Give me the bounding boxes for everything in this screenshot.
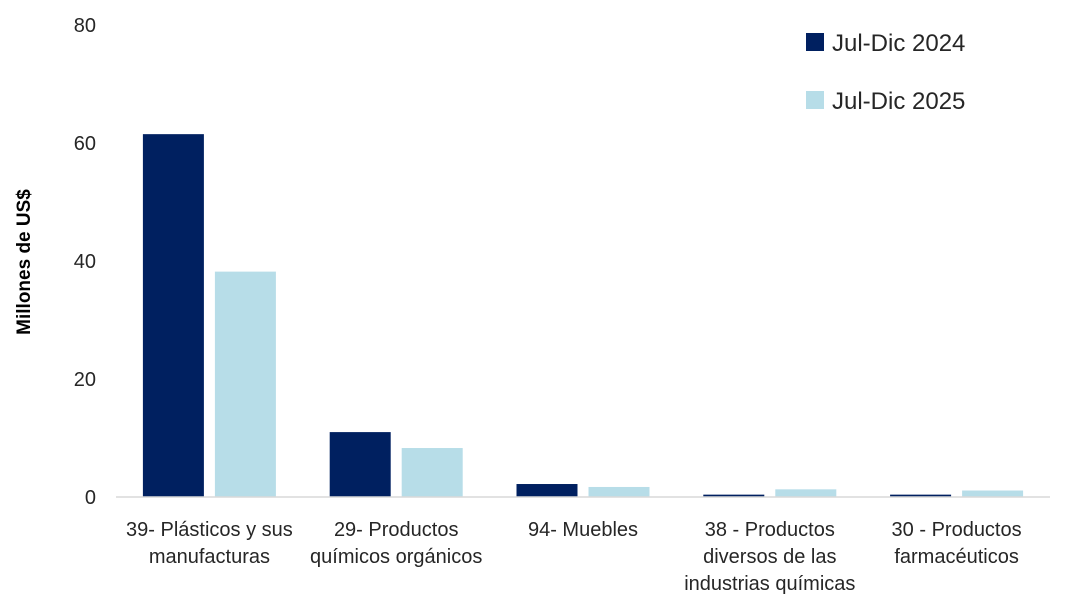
y-tick-label: 80 — [74, 15, 96, 37]
bar-2025-cat-5 — [962, 490, 1024, 497]
bar-2025-cat-2 — [401, 448, 463, 497]
x-category-label: farmacéuticos — [894, 546, 1019, 568]
y-tick-label: 20 — [74, 369, 96, 391]
x-category-label: 38 - Productos — [705, 519, 835, 541]
legend-label: Jul-Dic 2025 — [832, 88, 965, 115]
legend-swatch — [806, 33, 824, 51]
y-axis: 0 20 40 60 80 — [74, 15, 96, 509]
x-category-label: industrias químicas — [684, 573, 855, 595]
y-axis-label: Millones de US$ — [14, 189, 35, 335]
y-tick-label: 60 — [74, 133, 96, 155]
bar-2025-cat-1 — [214, 271, 276, 497]
bar-2024-cat-4 — [703, 494, 765, 497]
y-tick-label: 40 — [74, 251, 96, 273]
bar-2024-cat-1 — [142, 134, 204, 497]
x-category-label: manufacturas — [149, 546, 270, 568]
legend: Jul-Dic 2024 Jul-Dic 2025 — [806, 30, 965, 115]
bar-2025-cat-4 — [775, 489, 837, 497]
legend-swatch — [806, 91, 824, 109]
bar-2024-cat-3 — [516, 484, 578, 497]
x-category-label: 29- Productos — [334, 519, 459, 541]
bars — [142, 134, 1024, 497]
bar-2025-cat-3 — [588, 486, 650, 497]
x-category-label: 39- Plásticos y sus — [126, 519, 293, 541]
y-tick-label: 0 — [85, 487, 96, 509]
x-category-label: químicos orgánicos — [310, 546, 482, 568]
x-category-label: diversos de las — [703, 546, 836, 568]
x-axis-labels: 39- Plásticos y sus manufacturas 29- Produ… — [126, 519, 1022, 595]
x-category-label: 30 - Productos — [892, 519, 1022, 541]
bar-2024-cat-2 — [329, 432, 391, 497]
legend-label: Jul-Dic 2024 — [832, 30, 965, 57]
x-category-label: 94- Muebles — [528, 519, 638, 541]
bar-2024-cat-5 — [890, 494, 952, 497]
